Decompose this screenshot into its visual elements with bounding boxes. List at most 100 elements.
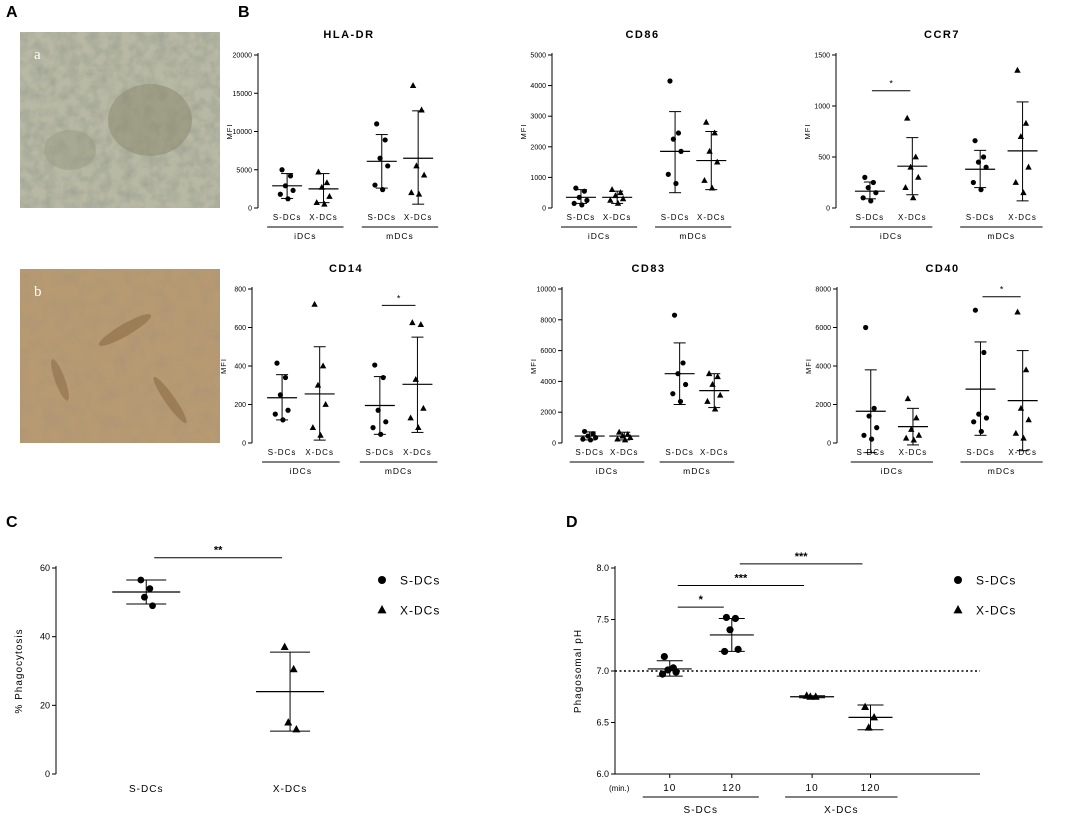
- data-point-triangle: [309, 424, 317, 430]
- data-point-triangle: [1020, 434, 1027, 441]
- data-point-triangle: [904, 114, 911, 121]
- data-point-circle: [861, 432, 867, 438]
- group-label: iDCs: [588, 231, 610, 241]
- x-category-label: 10: [663, 783, 676, 794]
- y-tick-label: 8000: [815, 287, 831, 294]
- data-point-circle: [970, 179, 976, 186]
- y-tick-label: 8000: [540, 317, 556, 324]
- data-point-triangle: [420, 404, 427, 411]
- data-point-circle: [277, 392, 283, 398]
- data-point-circle: [978, 428, 984, 435]
- y-tick-label: 4000: [540, 379, 556, 386]
- data-point-circle: [280, 417, 286, 423]
- data-point-circle: [981, 349, 987, 356]
- data-point-circle: [380, 187, 386, 193]
- data-point-triangle: [607, 196, 614, 203]
- data-point-triangle: [321, 200, 328, 207]
- data-point-triangle: [409, 319, 416, 326]
- data-point-triangle: [292, 724, 301, 733]
- data-point-triangle: [617, 189, 624, 196]
- x-category-label: S-DCs: [661, 213, 690, 222]
- chart-cd83: CD83 0 2000 4000 6000 8000 10000 MFI S-DCs X-DCs S…: [529, 263, 735, 476]
- y-tick-label: 5000: [530, 53, 546, 60]
- y-tick-label: 1000: [814, 104, 830, 111]
- x-category-label: X-DCs: [610, 448, 639, 457]
- data-point-circle: [664, 666, 672, 674]
- data-point-circle: [590, 431, 596, 437]
- data-point-circle: [383, 419, 389, 425]
- x-category-label: S-DCs: [856, 213, 885, 222]
- data-point-triangle: [1025, 416, 1032, 423]
- data-point-triangle: [1017, 133, 1025, 139]
- micrograph-a: a: [20, 32, 220, 208]
- data-point-triangle: [709, 380, 716, 387]
- x-category-label: X-DCs: [404, 213, 433, 222]
- data-point-circle: [865, 185, 871, 191]
- data-point-triangle: [317, 431, 324, 438]
- data-point-circle: [587, 437, 594, 443]
- data-point-triangle: [407, 414, 414, 421]
- y-tick-label: 8.0: [596, 563, 609, 573]
- group-label: mDCs: [683, 466, 711, 476]
- y-tick-label: 6.0: [596, 769, 609, 779]
- data-point-triangle: [619, 195, 627, 202]
- legend-marker-triangle: [953, 605, 963, 614]
- legend-marker-circle: [954, 576, 962, 584]
- data-point-triangle: [417, 321, 425, 328]
- y-axis-label: MFI: [219, 358, 228, 374]
- x-category-label: S-DCs: [567, 213, 596, 222]
- data-point-circle: [675, 130, 682, 136]
- x-category-label: S-DCs: [966, 448, 995, 457]
- x-category-label: X-DCs: [700, 448, 729, 457]
- data-point-circle: [675, 371, 681, 377]
- data-point-circle: [682, 381, 689, 388]
- y-tick-label: 2000: [530, 144, 546, 151]
- data-point-triangle: [861, 702, 870, 711]
- y-axis-label: MFI: [803, 124, 812, 140]
- data-point-triangle: [313, 199, 320, 206]
- x-category-label: X-DCs: [1008, 213, 1037, 222]
- data-point-triangle: [915, 431, 923, 438]
- chart-title: HLA-DR: [323, 29, 374, 41]
- data-point-triangle: [608, 186, 616, 193]
- chart-title: CD83: [631, 263, 665, 275]
- y-tick-label: 0: [826, 206, 830, 213]
- data-point-triangle: [289, 664, 298, 673]
- y-axis-label: MFI: [804, 358, 813, 374]
- data-point-triangle: [909, 194, 917, 201]
- x-category-label: X-DCs: [898, 213, 927, 222]
- group-label: mDCs: [385, 466, 413, 476]
- group-label: iDCs: [290, 466, 312, 476]
- x-category-label: S-DCs: [575, 448, 604, 457]
- y-axis-label: MFI: [519, 124, 528, 140]
- y-tick-label: 6000: [815, 325, 831, 332]
- data-point-triangle: [619, 432, 626, 439]
- data-point-circle: [660, 652, 668, 661]
- data-point-circle: [870, 179, 876, 186]
- chart-title: CD14: [329, 263, 363, 275]
- y-tick-label: 4000: [530, 83, 546, 90]
- x-category-label: X-DCs: [309, 213, 338, 222]
- micrograph-b: b: [20, 269, 220, 443]
- x-category-label: S-DCs: [129, 784, 163, 795]
- y-tick-label: 800: [234, 287, 246, 294]
- y-tick-label: 600: [234, 325, 246, 332]
- data-point-triangle: [627, 434, 634, 441]
- data-point-triangle: [323, 179, 331, 186]
- y-tick-label: 7.5: [596, 615, 609, 625]
- chart-phagosomal-ph: 6.0 6.5 7.0 7.5 8.0 Phagosomal pH (min.) 10 120 1…: [573, 551, 1015, 816]
- x-category-label: S-DCs: [273, 213, 302, 222]
- y-tick-label: 0: [552, 441, 556, 448]
- data-point-circle: [378, 431, 384, 437]
- data-point-triangle: [284, 718, 293, 726]
- y-tick-label: 0: [827, 441, 831, 448]
- y-tick-label: 10000: [537, 287, 557, 294]
- data-point-triangle: [716, 391, 724, 398]
- chart-hla-dr: HLA-DR 0 5000 10000 15000 20000 MFI S-DCs X-DCs S…: [225, 29, 439, 241]
- data-point-circle: [975, 159, 982, 165]
- data-point-triangle: [1025, 163, 1032, 170]
- group-label: iDCs: [880, 231, 902, 241]
- y-tick-label: 20000: [233, 53, 253, 60]
- data-point-circle: [277, 191, 283, 197]
- data-point-circle: [980, 154, 987, 160]
